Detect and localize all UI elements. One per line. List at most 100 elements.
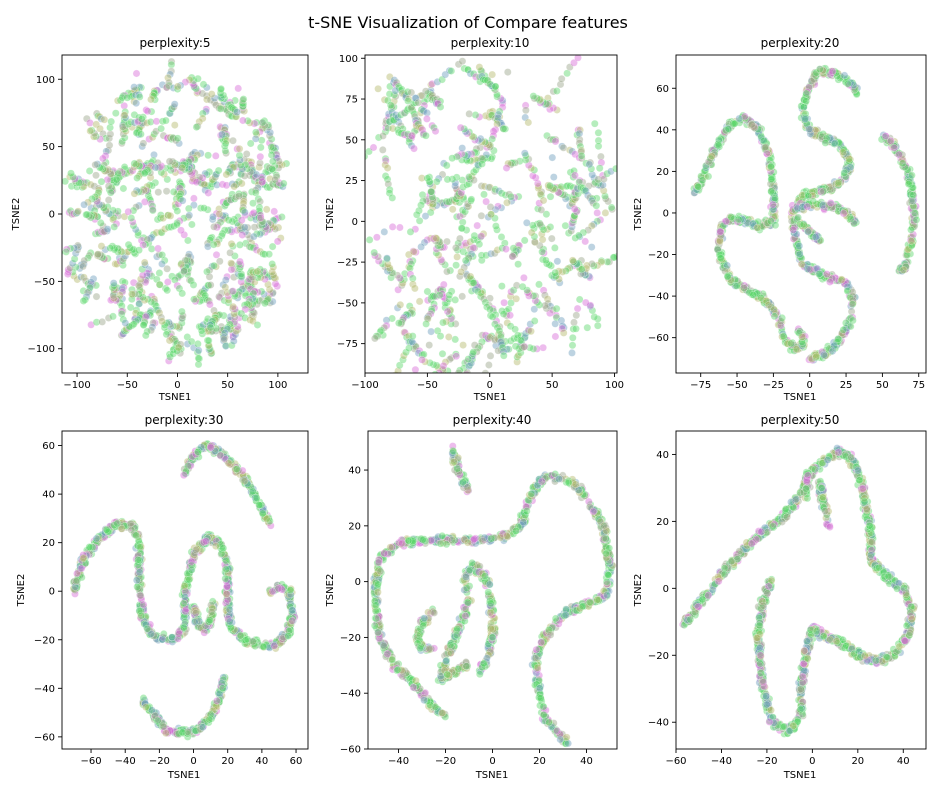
scatter-point	[457, 268, 465, 276]
scatter-point	[175, 284, 184, 293]
scatter-point	[493, 225, 501, 234]
scatter-point	[231, 252, 239, 260]
scatter-point	[146, 311, 155, 320]
y-axis-label: TSNE2	[16, 574, 27, 608]
scatter-point	[565, 146, 574, 154]
scatter-point	[410, 345, 419, 353]
scatter-point	[716, 254, 725, 263]
scatter-point	[175, 139, 183, 148]
scatter-point	[573, 304, 582, 313]
scatter-point	[513, 331, 522, 340]
scatter-point	[491, 205, 500, 214]
scatter-point	[447, 287, 456, 296]
y-tick-label: 0	[49, 210, 55, 221]
scatter-point	[121, 319, 130, 327]
scatter-point	[154, 244, 162, 253]
scatter-point	[62, 177, 70, 186]
scatter-point	[830, 139, 839, 147]
scatter-point	[549, 173, 558, 181]
scatter-point	[96, 219, 105, 227]
scatter-point	[429, 360, 438, 369]
scatter-point	[458, 292, 467, 301]
scatter-point	[388, 124, 397, 133]
scatter-point	[178, 182, 186, 190]
scatter-point	[197, 326, 206, 335]
scatter-point	[252, 268, 261, 277]
scatter-point	[133, 174, 141, 182]
scatter-point	[716, 227, 725, 236]
scatter-point	[411, 94, 420, 102]
scatter-point	[383, 254, 391, 263]
scatter-point	[109, 291, 118, 300]
scatter-point	[203, 267, 211, 276]
x-axis-label: TSNE1	[167, 770, 201, 781]
scatter-point	[276, 234, 285, 242]
y-tick-label: 60	[656, 84, 669, 95]
scatter-point	[470, 176, 478, 184]
scatter-point	[105, 141, 114, 150]
scatter-point	[515, 157, 524, 166]
scatter-point	[256, 152, 265, 161]
scatter-point	[221, 139, 230, 148]
scatter-point	[452, 212, 461, 221]
scatter-point	[170, 121, 179, 129]
scatter-point	[409, 247, 418, 256]
scatter-point	[131, 309, 140, 318]
scatter-point	[229, 302, 237, 311]
scatter-point	[834, 335, 842, 343]
scatter-point	[235, 144, 244, 153]
scatter-point	[376, 327, 385, 336]
scatter-point	[522, 218, 531, 227]
scatter-point	[137, 130, 145, 139]
scatter-point	[761, 143, 769, 152]
scatter-point	[175, 629, 183, 638]
scatter-point	[132, 69, 141, 78]
scatter-point	[193, 348, 202, 357]
scatter-point	[138, 142, 147, 151]
scatter-point	[594, 142, 603, 151]
scatter-point	[798, 333, 807, 341]
y-tick-label: 75	[345, 95, 358, 106]
scatter-point	[507, 299, 515, 307]
scatter-point	[87, 278, 95, 287]
scatter-point	[497, 332, 505, 341]
scatter-point	[480, 190, 488, 199]
scatter-point	[222, 565, 230, 574]
scatter-point	[590, 119, 599, 128]
scatter-point	[389, 78, 398, 87]
scatter-point	[154, 188, 163, 197]
scatter-point	[167, 67, 176, 76]
scatter-point	[374, 257, 383, 265]
scatter-point	[448, 205, 457, 214]
scatter-point	[208, 215, 217, 224]
scatter-point	[137, 187, 146, 196]
scatter-point	[134, 555, 142, 564]
scatter-point	[162, 116, 170, 125]
scatter-point	[165, 336, 174, 345]
scatter-point	[247, 188, 256, 196]
scatter-point	[396, 300, 405, 309]
scatter-point	[407, 103, 416, 112]
scatter-point	[365, 236, 374, 244]
scatter-point	[236, 241, 244, 249]
y-tick-label: 100	[339, 54, 358, 65]
scatter-point	[239, 197, 248, 206]
scatter-point	[481, 369, 490, 373]
scatter-point	[482, 251, 490, 260]
scatter-point	[787, 339, 795, 348]
scatter-point	[599, 181, 607, 189]
scatter-point	[551, 332, 560, 341]
scatter-point	[502, 164, 511, 172]
scatter-point	[206, 321, 214, 329]
scatter-point	[477, 232, 486, 241]
scatter-point	[262, 205, 271, 214]
scatter-point	[92, 292, 101, 301]
scatter-point	[428, 91, 437, 99]
scatter-point	[230, 317, 239, 326]
x-tick-label: −25	[763, 380, 784, 391]
scatter-point	[355, 157, 362, 164]
scatter-point	[109, 279, 118, 287]
scatter-point	[427, 305, 436, 313]
scatter-point	[451, 335, 460, 344]
